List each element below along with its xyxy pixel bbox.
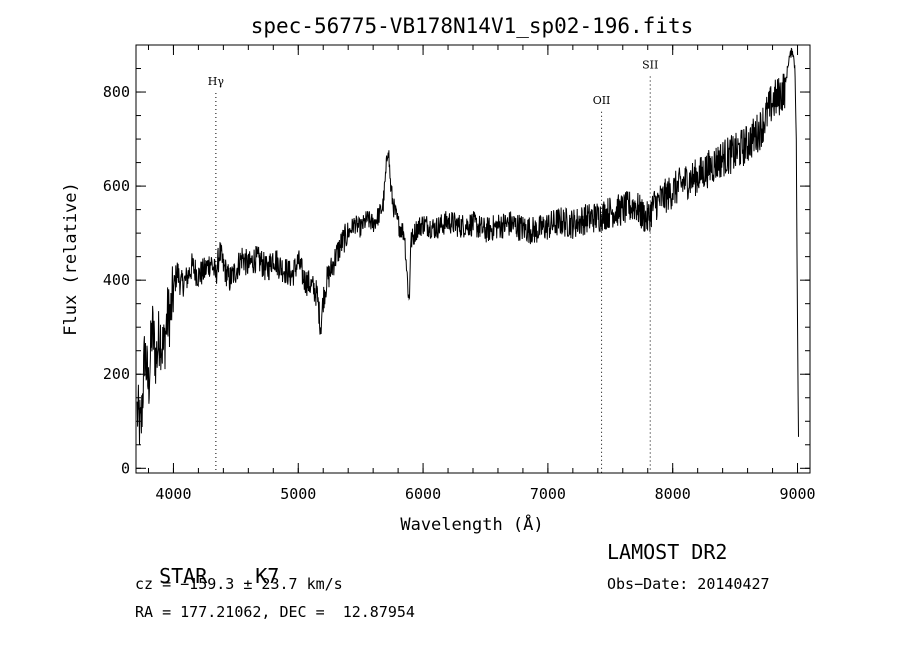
object-class: STAR K7 xyxy=(135,540,279,588)
x-tick-label: 7000 xyxy=(530,485,566,503)
class-label: STAR xyxy=(159,564,208,588)
x-tick-label: 8000 xyxy=(655,485,691,503)
chart-title: spec-56775-VB178N14V1_sp02-196.fits xyxy=(251,14,694,38)
x-tick-label: 4000 xyxy=(155,485,191,503)
radec-label: RA = 177.21062, DEC = 12.87954 xyxy=(135,603,415,621)
y-axis-label: Flux (relative) xyxy=(61,182,81,336)
axis-ticks xyxy=(136,44,810,473)
y-tick-label: 800 xyxy=(103,83,130,101)
feature-label: OII xyxy=(593,94,611,107)
x-tick-label: 6000 xyxy=(405,485,441,503)
y-tick-label: 200 xyxy=(103,365,130,383)
spectrum-line xyxy=(136,47,799,445)
feature-label: Hγ xyxy=(208,75,225,88)
y-tick-label: 600 xyxy=(103,177,130,195)
axis-tick-labels: 4000 5000 6000 7000 8000 9000 0 200 400 600 800 xyxy=(103,83,816,503)
subclass-label: K7 xyxy=(255,564,280,588)
x-tick-label: 5000 xyxy=(280,485,316,503)
feature-label: SII xyxy=(642,59,658,72)
survey-label: LAMOST DR2 xyxy=(607,540,728,564)
x-tick-label: 9000 xyxy=(779,485,815,503)
spectrum-chart: spec-56775-VB178N14V1_sp02-196.fits 4000… xyxy=(61,14,816,535)
obs-date-label: Obs−Date: 20140427 xyxy=(607,575,770,593)
plot-frame xyxy=(135,44,811,474)
spectral-feature-lines: Hγ OII SII xyxy=(208,59,658,473)
y-tick-label: 400 xyxy=(103,271,130,289)
x-axis-label: Wavelength (Å) xyxy=(400,513,543,535)
redshift-label: cz = −159.3 ± 23.7 km/s xyxy=(135,575,343,593)
y-tick-label: 0 xyxy=(121,459,130,477)
